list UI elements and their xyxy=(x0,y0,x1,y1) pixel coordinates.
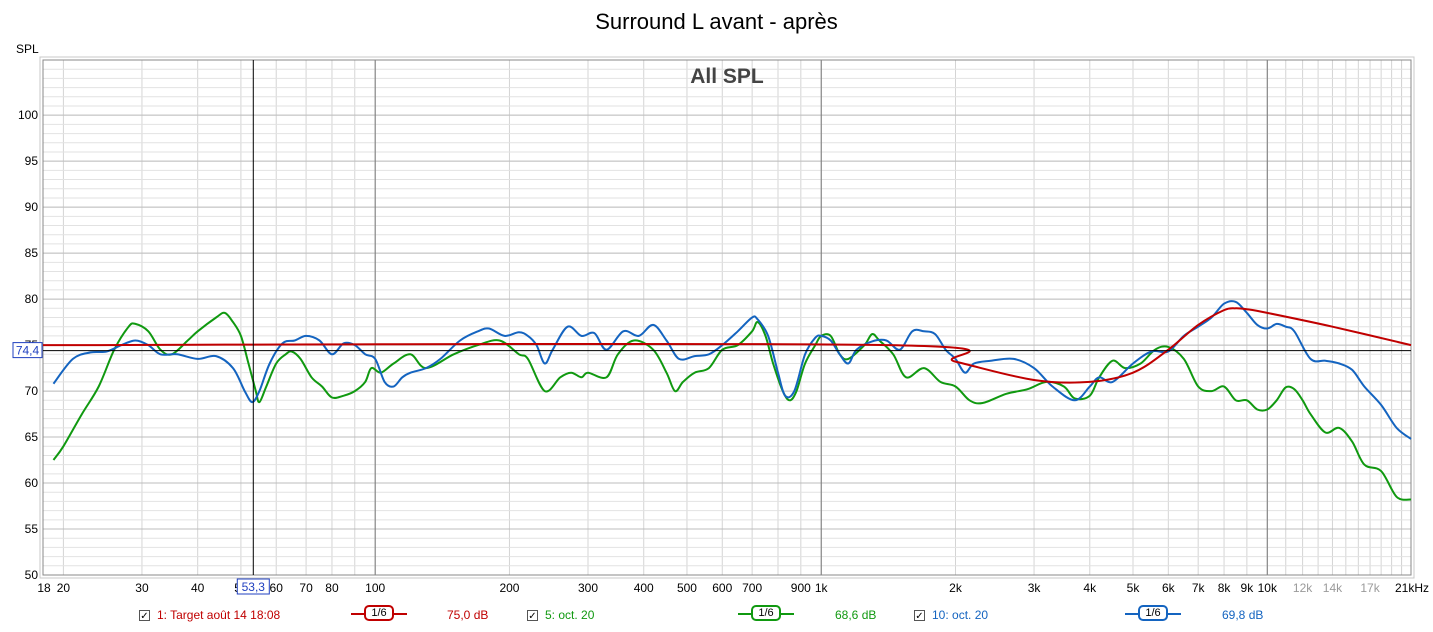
legend-checkbox-oct20-5[interactable]: ✓ xyxy=(527,609,538,622)
legend-label-target: 1: Target août 14 18:08 xyxy=(157,608,281,622)
x-tick-label: 600 xyxy=(712,581,732,595)
smoothing-control-oct20-10[interactable]: 1/6 xyxy=(1125,604,1181,622)
y-tick-label: 50 xyxy=(25,568,39,582)
legend-checkbox-oct20-10[interactable]: ✓ xyxy=(914,609,925,622)
legend-label-oct20-10: 10: oct. 20 xyxy=(932,608,989,622)
x-tick-label: 6k xyxy=(1162,581,1176,595)
legend-item-oct20-10[interactable]: ✓ 10: oct. 20 xyxy=(914,608,988,622)
x-tick-label: 30 xyxy=(135,581,149,595)
cursor-y-box xyxy=(12,342,43,359)
x-tick-label: 400 xyxy=(634,581,654,595)
legend-item-target[interactable]: ✓ 1: Target août 14 18:08 xyxy=(139,608,280,622)
y-tick-label: 55 xyxy=(25,522,39,536)
x-tick-label: 80 xyxy=(325,581,339,595)
x-tick-label: 4k xyxy=(1083,581,1097,595)
smoothing-control-oct20-5[interactable]: 1/6 xyxy=(738,604,794,622)
plot-title: All SPL xyxy=(690,65,764,88)
x-tick-label: 100 xyxy=(365,581,385,595)
plot-outer-frame xyxy=(39,56,1415,579)
x-tick-label: 21kHz xyxy=(1395,581,1429,595)
x-tick-label: 200 xyxy=(499,581,519,595)
x-tick-label: 700 xyxy=(742,581,762,595)
series-line-oct20-5 xyxy=(52,311,1412,501)
x-tick-label: 3k xyxy=(1028,581,1042,595)
legend-label-oct20-5: 5: oct. 20 xyxy=(545,608,595,622)
cursor-y-label: 74,4 xyxy=(16,344,40,358)
level-value-oct20-10: 69,8 dB xyxy=(1222,608,1264,622)
x-tick-label: 300 xyxy=(578,581,598,595)
y-tick-label: 65 xyxy=(25,430,39,444)
x-tick-label: 1k xyxy=(815,581,829,595)
x-tick-label: 14k xyxy=(1323,581,1343,595)
x-tick-label: 900 xyxy=(791,581,811,595)
x-tick-label: 70 xyxy=(299,581,313,595)
x-tick-label: 5k xyxy=(1127,581,1141,595)
y-tick-label: 60 xyxy=(25,476,39,490)
smoothing-label-target: 1/6 xyxy=(364,605,394,621)
window-title: Surround L avant - après xyxy=(595,9,838,34)
cursor-x-label: 53,3 xyxy=(242,580,266,594)
level-value-oct20-5: 68,6 dB xyxy=(835,608,877,622)
legend-checkbox-target[interactable]: ✓ xyxy=(139,609,150,622)
plot-frame xyxy=(42,59,1412,576)
x-tick-label: 2k xyxy=(949,581,963,595)
series-line-target xyxy=(42,307,1412,384)
x-tick-label: 18 xyxy=(37,581,51,595)
level-value-target: 75,0 dB xyxy=(447,608,489,622)
x-tick-label: 7k xyxy=(1192,581,1206,595)
y-tick-label: 80 xyxy=(25,292,39,306)
y-tick-label: 90 xyxy=(25,200,39,214)
y-tick-label: 85 xyxy=(25,246,39,260)
x-tick-label: 12k xyxy=(1293,581,1313,595)
x-tick-label: 10k xyxy=(1258,581,1278,595)
x-tick-label: 60 xyxy=(270,581,284,595)
x-tick-label: 17k xyxy=(1360,581,1380,595)
x-tick-label: 9k xyxy=(1241,581,1255,595)
y-tick-label: 70 xyxy=(25,384,39,398)
cursor-x-box xyxy=(236,578,270,595)
y-tick-label: 100 xyxy=(18,108,38,122)
smoothing-label-oct20-10: 1/6 xyxy=(1138,605,1168,621)
smoothing-control-target[interactable]: 1/6 xyxy=(351,604,407,622)
x-tick-label: 20 xyxy=(57,581,71,595)
x-tick-label: 500 xyxy=(677,581,697,595)
x-tick-label: 8k xyxy=(1218,581,1232,595)
y-tick-label: 95 xyxy=(25,154,39,168)
y-axis-label: SPL xyxy=(16,42,39,56)
legend-item-oct20-5[interactable]: ✓ 5: oct. 20 xyxy=(527,608,594,622)
smoothing-label-oct20-5: 1/6 xyxy=(751,605,781,621)
x-tick-label: 40 xyxy=(191,581,205,595)
